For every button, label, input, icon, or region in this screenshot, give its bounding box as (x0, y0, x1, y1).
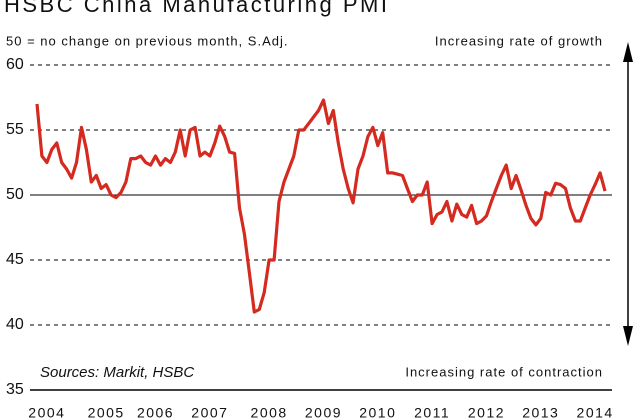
x-tick-label: 2008 (251, 405, 288, 420)
y-tick-label: 55 (6, 121, 24, 138)
x-tick-label: 2009 (305, 405, 342, 420)
data-line (35, 98, 607, 314)
x-tick-label: 2006 (137, 405, 174, 420)
x-tick-label: 2014 (577, 405, 614, 420)
x-tick-label: 2012 (468, 405, 505, 420)
growth-note: Increasing rate of growth (435, 33, 603, 48)
x-tick-label: 2010 (359, 405, 396, 420)
direction-arrow (623, 42, 633, 346)
y-tick-label: 35 (6, 381, 24, 398)
x-tick-label: 2005 (88, 405, 125, 420)
x-tick-label: 2013 (522, 405, 559, 420)
y-tick-label: 40 (6, 316, 24, 333)
source-note: Sources: Markit, HSBC (40, 364, 194, 381)
chart-subtitle: 50 = no change on previous month, S.Adj. (6, 33, 288, 48)
x-tick-label: 2007 (191, 405, 228, 420)
y-tick-label: 45 (6, 251, 24, 268)
chart-title: HSBC China Manufacturing PMI (4, 0, 389, 17)
x-tick-label: 2004 (28, 405, 65, 420)
contraction-note: Increasing rate of contraction (405, 364, 603, 379)
x-tick-label: 2011 (414, 405, 450, 420)
y-tick-label: 50 (6, 186, 24, 203)
y-tick-label: 60 (6, 56, 24, 73)
